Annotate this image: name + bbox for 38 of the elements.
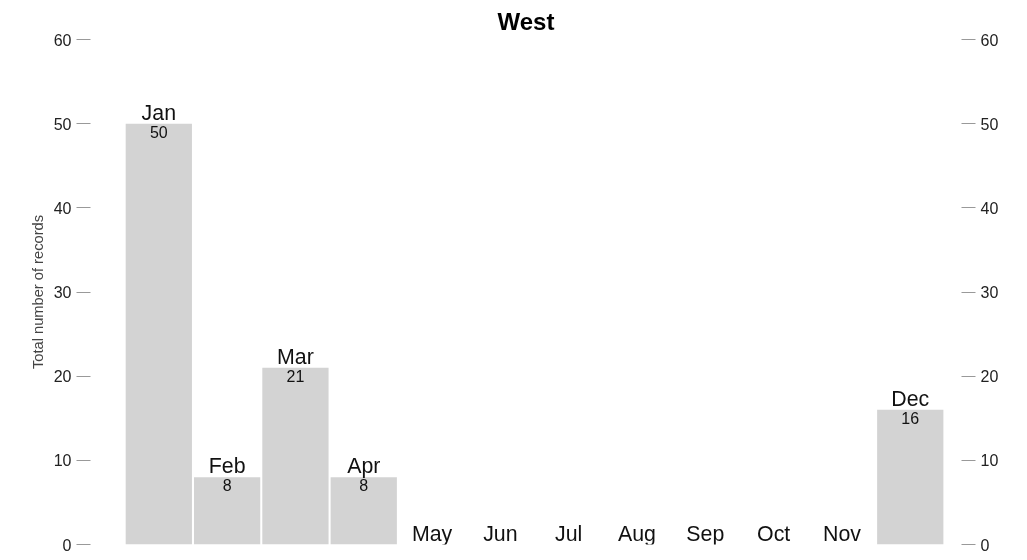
bar — [194, 477, 261, 545]
y2-tick-label: 30 — [980, 284, 999, 301]
data-label: 8 — [222, 477, 232, 495]
x-tick-label: May — [411, 521, 453, 546]
data-label: 16 — [901, 409, 920, 427]
y-tick-label: 20 — [53, 368, 72, 386]
x-tick-label: Mar — [277, 344, 314, 369]
data-label: 21 — [286, 367, 305, 385]
y-tick-label: 30 — [53, 284, 72, 301]
y2-tick-label: 20 — [980, 368, 999, 386]
x-tick-label: Aug — [618, 521, 656, 546]
x-tick-label: Jul — [555, 521, 583, 546]
x-tick-label: Dec — [891, 386, 930, 411]
x-tick-label: Nov — [822, 521, 862, 546]
y2-tick-label: 0 — [980, 536, 990, 554]
chart-title: West — [497, 7, 555, 35]
y2-tick-label: 40 — [980, 199, 999, 217]
bar — [330, 477, 397, 545]
y2-tick-label: 60 — [980, 31, 999, 49]
y2-tick-label: 10 — [980, 452, 999, 470]
x-tick-label: Jan — [141, 100, 177, 125]
bar — [877, 409, 944, 545]
y-tick-label: 60 — [53, 31, 72, 49]
x-tick-label: Oct — [757, 521, 791, 546]
y-axis-title: Total number of records — [29, 215, 46, 369]
y-tick-label: 50 — [53, 115, 72, 133]
bar — [125, 123, 192, 545]
x-tick-label: Feb — [208, 454, 246, 479]
y-tick-label: 40 — [53, 199, 72, 217]
y2-tick-label: 50 — [980, 115, 999, 133]
y-tick-label: 0 — [62, 536, 72, 554]
bar — [262, 367, 329, 545]
y-tick-label: 10 — [53, 452, 72, 470]
data-label: 50 — [149, 123, 168, 141]
x-tick-label: Jun — [483, 521, 518, 546]
x-tick-label: Apr — [347, 454, 381, 479]
data-label: 8 — [359, 477, 369, 495]
x-tick-label: Sep — [686, 521, 725, 546]
